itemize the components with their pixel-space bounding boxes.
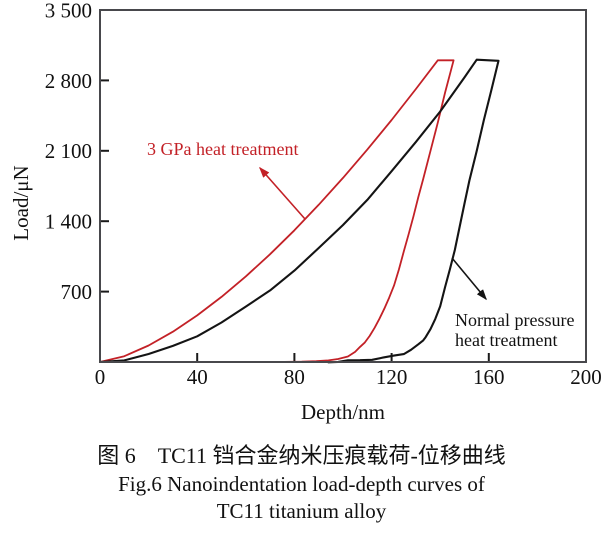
caption-chinese: 图 6 TC11 铛合金纳米压痕载荷-位移曲线 xyxy=(97,443,506,468)
y-tick-label: 1 400 xyxy=(45,210,92,234)
x-tick-label: 40 xyxy=(187,365,208,389)
y-tick-label: 2 100 xyxy=(45,139,92,163)
black-annotation-label-line1: Normal pressure xyxy=(455,310,574,330)
x-tick-label: 80 xyxy=(284,365,305,389)
red-curve-3gpa xyxy=(99,59,455,363)
black-curve-normal-pressure xyxy=(98,58,500,364)
x-tick-label: 0 xyxy=(95,365,106,389)
caption-english-line2: TC11 titanium alloy xyxy=(216,499,387,523)
load-depth-chart: 0 40 80 120 160 200 3 500 2 800 2 100 1 400 700 3 … xyxy=(9,0,602,424)
red-annotation-label: 3 GPa heat treatment xyxy=(147,139,298,159)
y-tick-label: 2 800 xyxy=(45,69,92,93)
y-axis-label: Load/μN xyxy=(9,165,33,240)
x-tick-label: 120 xyxy=(376,365,408,389)
figure-caption: 图 6 TC11 铛合金纳米压痕载荷-位移曲线 Fig.6 Nanoindent… xyxy=(0,441,603,525)
axis-tick-labels: 0 40 80 120 160 200 3 500 2 800 2 100 1 400 700 xyxy=(45,0,602,389)
plot-frame xyxy=(99,9,587,363)
x-tick-label: 200 xyxy=(570,365,602,389)
y-tick-label: 3 500 xyxy=(45,0,92,22)
black-annotation-label-line2: heat treatment xyxy=(455,330,557,350)
red-annotation-arrow xyxy=(259,166,306,220)
black-annotation-arrow xyxy=(451,257,487,301)
caption-english-line1: Fig.6 Nanoindentation load-depth curves … xyxy=(118,472,485,496)
y-tick-label: 700 xyxy=(61,280,93,304)
x-tick-label: 160 xyxy=(473,365,505,389)
x-axis-label: Depth/nm xyxy=(301,400,385,424)
